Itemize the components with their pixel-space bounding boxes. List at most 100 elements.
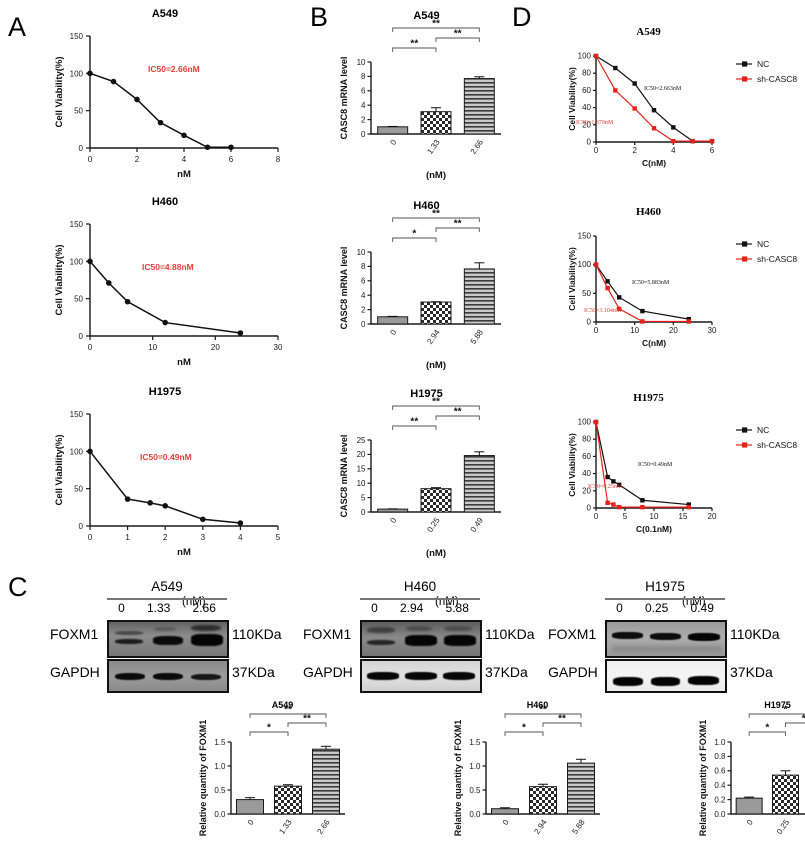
significance-label: * — [267, 723, 271, 734]
line-chart-svg: 0 50 100 150 0 10 20 30 Cell Viability(%) C(nM) IC… — [567, 232, 797, 349]
legend-label: sh-CASC8 — [757, 74, 797, 84]
blot-dose: 5.88 — [445, 601, 469, 615]
chart-b-h1975: H1975 0 5 10 15 20 25 CASC8 mRNA level 0 0.25 0.4… — [325, 388, 510, 568]
y-tick-label: 40 — [582, 103, 591, 112]
y-tick-label: 150 — [70, 410, 84, 419]
data-point — [124, 496, 131, 502]
x-tick-label: 0 — [388, 516, 398, 525]
significance-bracket — [392, 425, 437, 430]
y-axis-label: Cell Viability(%) — [567, 247, 577, 311]
data-point — [611, 479, 616, 484]
significance-label: * — [784, 705, 788, 716]
y-axis-label: Relative quantity of FOXM1 — [698, 720, 708, 837]
bar-chart-svg: 0 2 4 6 8 10 CASC8 mRNA level 0 1.33 2.66 (nM) ** **… — [339, 19, 501, 181]
data-point — [686, 319, 691, 324]
y-tick-label: 4 — [361, 291, 366, 300]
x-tick-label: 8 — [276, 155, 281, 164]
plot-area: 0 50 100 150 0 10 20 30 Cell Viability(%) nM IC50=… — [54, 220, 283, 368]
bar — [567, 762, 595, 815]
y-tick-label: 0.0 — [469, 810, 481, 819]
y-tick-label: 100 — [578, 418, 592, 427]
y-tick-label: 20 — [357, 450, 366, 459]
significance-label: ** — [539, 705, 547, 716]
bar-chart-svg: 0.0 0.2 0.4 0.6 0.8 1.0 Relative quantity of F… — [698, 705, 805, 837]
y-axis-label: CASC8 mRNA level — [339, 435, 349, 518]
plot-area: 0 5 10 15 20 25 CASC8 mRNA level 0 0.25 0.49 (nM) *… — [339, 397, 501, 559]
significance-label: ** — [410, 39, 418, 50]
chart-title: H460 — [413, 200, 440, 212]
x-tick-label: 30 — [274, 343, 283, 352]
data-point — [593, 53, 599, 59]
blot-dose: 0.49 — [690, 601, 714, 615]
line-chart-svg: 0 50 100 150 0 10 20 30 Cell Viability(%) nM IC50=… — [54, 220, 283, 368]
legend-label: sh-CASC8 — [757, 254, 797, 264]
data-point — [157, 119, 164, 126]
data-point — [87, 258, 93, 265]
plot-area: 0 20 40 60 80 100 0 2 4 6 Cell Viability(%) C(nM) IC… — [567, 52, 797, 169]
significance-bracket — [287, 722, 327, 727]
blot-cell-line: H1975 — [645, 579, 685, 594]
blot-protein-label: FOXM1 — [548, 626, 597, 642]
bar — [274, 785, 302, 815]
chart-title: H1975 — [633, 392, 664, 404]
y-axis-label: Cell Viability(%) — [54, 244, 65, 315]
y-tick-label: 1.0 — [714, 738, 726, 747]
y-tick-label: 50 — [74, 485, 83, 494]
x-tick-label: 5 — [623, 512, 628, 521]
y-tick-label: 4 — [361, 101, 366, 110]
x-axis-label: C(nM) — [642, 338, 666, 348]
blot-dose: 0 — [616, 601, 623, 615]
y-tick-label: 60 — [582, 86, 591, 95]
x-axis-label: C(0.1nM) — [636, 524, 672, 534]
data-point — [593, 262, 599, 267]
chart-title: H1975 — [764, 700, 791, 710]
data-line — [89, 72, 231, 149]
y-tick-label: 8 — [361, 262, 366, 271]
y-tick-label: 2 — [361, 115, 366, 124]
legend-marker — [742, 241, 748, 247]
plot-area: 0.0 0.5 1.0 1.5 Relative quantity of FOXM1 0 2… — [453, 705, 600, 837]
ic50-annotation: IC50=0.49nM — [638, 462, 673, 468]
y-tick-label: 0.0 — [714, 810, 726, 819]
x-tick-label: 10 — [148, 343, 157, 352]
data-point — [237, 520, 244, 526]
blot-band-foxm1 — [360, 620, 482, 658]
y-axis-label: Relative quantity of FOXM1 — [198, 720, 208, 837]
x-tick-label: 0 — [388, 328, 398, 337]
x-tick-label: 30 — [708, 326, 717, 335]
x-tick-label: 3 — [201, 533, 206, 542]
significance-bracket — [392, 27, 480, 32]
y-axis-label: Cell Viability(%) — [54, 56, 65, 127]
data-point — [613, 88, 618, 93]
bar — [463, 455, 495, 513]
significance-label: * — [522, 723, 526, 734]
blot-weight: 110KDa — [730, 626, 780, 642]
y-axis-label: Relative quantity of FOXM1 — [453, 720, 463, 837]
data-point — [651, 126, 657, 131]
data-point — [87, 448, 93, 455]
blot-protein-label: FOXM1 — [303, 626, 352, 642]
x-axis-label: nM — [177, 357, 191, 368]
chart-a-h1975: H1975 0 50 100 150 0 1 2 3 4 5 Cell Viability(%) nM… — [30, 386, 300, 566]
significance-label: ** — [454, 407, 462, 418]
x-tick-label: 0 — [745, 818, 755, 827]
data-line-sh-CASC8 — [595, 421, 689, 508]
y-tick-label: 6 — [361, 87, 366, 96]
bar — [377, 316, 409, 325]
y-tick-label: 1.0 — [469, 762, 481, 771]
chart-d-h460: H460 0 50 100 150 0 10 20 30 Cell Viability(%) C(… — [540, 206, 805, 376]
y-tick-label: 10 — [357, 479, 366, 488]
y-tick-label: 0 — [361, 130, 366, 139]
blot-h460: H460 (nM) 0 2.94 5.88 FOXM1 110KDa GAPDH… — [303, 578, 553, 693]
x-axis-label: nM — [177, 547, 191, 558]
data-point — [228, 144, 234, 151]
x-tick-label: 6 — [229, 155, 234, 164]
y-tick-label: 0 — [79, 144, 84, 153]
y-tick-label: 100 — [70, 257, 84, 266]
blot-band-gapdh — [605, 659, 727, 693]
blot-cell-line: H460 — [403, 579, 437, 594]
x-tick-label: 0.25 — [425, 516, 442, 534]
chart-d-h1975: H1975 0 20 40 60 80 100 0 5 10 15 20 Cell Viability… — [540, 392, 805, 562]
y-tick-label: 100 — [70, 69, 84, 78]
blot-protein-label: FOXM1 — [50, 626, 99, 642]
